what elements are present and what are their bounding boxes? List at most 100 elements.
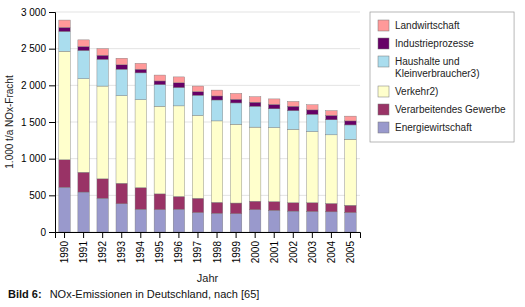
bar-series <box>59 51 356 205</box>
legend-item: Haushalte undKleinverbraucher3) <box>378 56 480 79</box>
bar-segment <box>326 120 337 135</box>
tick-mark <box>121 232 122 238</box>
x-tick: 1994 <box>135 232 146 263</box>
legend-swatch <box>378 38 389 49</box>
bar-segment <box>78 172 89 192</box>
bar-segment <box>211 213 222 232</box>
tick-label: 0 <box>40 227 46 238</box>
tick-label: 1996 <box>173 241 184 264</box>
tick-mark <box>331 232 332 238</box>
legend-label: Verkehr2) <box>395 86 438 97</box>
tick-mark <box>350 232 351 238</box>
legend-label: Energiewirtschaft <box>395 122 472 133</box>
tick-mark <box>274 232 275 238</box>
bar-segment <box>116 69 127 95</box>
y-tick: 500 <box>29 190 55 201</box>
x-tick: 1997 <box>192 232 203 263</box>
grid <box>55 12 360 232</box>
bar-segment <box>192 95 203 115</box>
bar-segment <box>211 90 222 96</box>
bar-segment <box>307 132 318 203</box>
x-tick: 1993 <box>116 232 127 263</box>
bar-segment <box>97 49 108 56</box>
legend-label: Landwirtschaft <box>395 20 460 31</box>
tick-label: 1997 <box>192 241 203 264</box>
grid-line <box>55 12 360 13</box>
bar-segment <box>249 127 260 201</box>
bar-segment <box>249 97 260 103</box>
bar-series <box>59 31 356 139</box>
bar-segment <box>345 205 356 212</box>
x-axis: 1990199119921993199419951996199719981999… <box>56 232 361 263</box>
tick-mark <box>178 232 179 238</box>
bar-segment <box>59 27 70 31</box>
tick-mark <box>197 232 198 238</box>
bar-segment <box>288 111 299 130</box>
bar-segment <box>173 209 184 232</box>
bar-segment <box>211 202 222 213</box>
bar-segment <box>173 88 184 106</box>
legend-label-line: Haushalte und <box>395 56 460 67</box>
tick-mark <box>102 232 103 238</box>
bar-segment <box>135 100 146 188</box>
x-tick: 2000 <box>250 232 261 263</box>
y-axis-title: 1.000 t/a NOx-Fracht <box>4 75 15 169</box>
legend-label: Verarbeitendes Gewerbe <box>395 104 506 115</box>
bar-segment <box>269 202 280 211</box>
bar-segment <box>230 214 241 232</box>
bar-segment <box>192 115 203 198</box>
bar-segment <box>192 86 203 92</box>
legend-item: Energiewirtschaft <box>378 122 472 134</box>
bar-segment <box>307 211 318 232</box>
bar-segment <box>154 75 165 81</box>
tick-label: 3 000 <box>21 7 46 18</box>
legend: LandwirtschaftIndustrieprozesseHaushalte… <box>370 12 514 142</box>
x-tick: 2003 <box>307 232 318 263</box>
tick-mark <box>255 232 256 238</box>
bar-segment <box>288 211 299 232</box>
tick-mark <box>312 232 313 238</box>
y-tick: 2 500 <box>21 43 55 54</box>
bar-segment <box>59 20 70 27</box>
tick-label: 2000 <box>250 241 261 264</box>
bar-segment <box>269 210 280 232</box>
legend-label-line: Verarbeitendes Gewerbe <box>395 104 506 115</box>
tick-mark <box>49 85 55 86</box>
bar-segment <box>173 83 184 88</box>
bar-segment <box>97 55 108 59</box>
bar-segment <box>288 101 299 106</box>
bar-segment <box>59 51 70 160</box>
bar-segment <box>307 105 318 110</box>
x-tick: 1991 <box>78 232 89 263</box>
tick-mark <box>49 12 55 13</box>
legend-swatch <box>378 122 389 133</box>
x-tick: 1996 <box>173 232 184 263</box>
legend-item: Landwirtschaft <box>378 20 460 32</box>
bar-segment <box>135 73 146 100</box>
bar-segment <box>97 179 108 198</box>
bar-segment <box>249 210 260 232</box>
tick-label: 1995 <box>154 241 165 264</box>
bar-segment <box>249 102 260 106</box>
tick-mark <box>49 195 55 196</box>
y-tick: 3 000 <box>21 7 55 18</box>
x-tick: 1995 <box>154 232 165 263</box>
tick-label: 1991 <box>78 241 89 264</box>
x-axis-title: Jahr <box>197 272 219 284</box>
bar-segment <box>230 93 241 99</box>
bar-segment <box>135 69 146 73</box>
bar-segment <box>173 196 184 209</box>
y-tick: 1 000 <box>21 153 55 164</box>
bar-segment <box>154 210 165 232</box>
caption-label: Bild 6: <box>8 288 42 300</box>
legend-label-line: Energiewirtschaft <box>395 122 472 133</box>
legend-swatch <box>378 104 389 115</box>
bar-segment <box>59 31 70 51</box>
tick-mark <box>49 232 55 233</box>
legend-item: Verarbeitendes Gewerbe <box>378 104 506 116</box>
bar-segment <box>269 99 280 105</box>
bar-segment <box>230 124 241 203</box>
legend-label-line: Landwirtschaft <box>395 20 460 31</box>
bar-segment <box>269 104 280 108</box>
caption-text: NOx-Emissionen in Deutschland, nach [65] <box>50 288 260 300</box>
